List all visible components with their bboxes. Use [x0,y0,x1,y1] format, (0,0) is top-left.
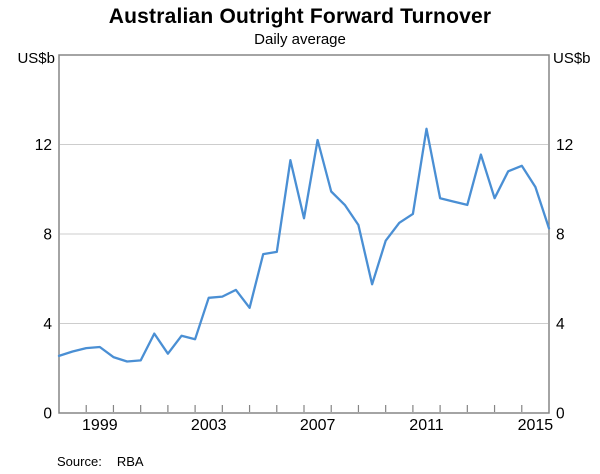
y-tick-label-left: 12 [35,137,52,154]
x-tick-label: 2003 [191,417,227,434]
x-tick-label: 2007 [300,417,336,434]
right-axis-unit-label: US$b [553,50,591,67]
y-tick-label-left: 8 [43,227,52,244]
x-tick-label: 2011 [409,417,444,434]
turnover-line [57,127,551,363]
plot-frame [58,54,550,414]
y-tick-label-right: 12 [556,137,573,154]
left-axis-unit-label: US$b [17,50,55,67]
source-note: Source: RBA [57,454,144,469]
source-value: RBA [116,454,144,469]
y-tick-label-right: 0 [556,406,565,423]
x-tick-label: 1999 [82,417,118,434]
chart-title: Australian Outright Forward Turnover [108,5,492,28]
y-tick-label-right: 8 [556,227,565,244]
x-tick-label: 2015 [518,417,554,434]
source-label: Source: [57,454,102,469]
y-tick-label-right: 4 [556,316,565,333]
y-tick-label-left: 4 [43,316,52,333]
chart-subtitle: Daily average [254,31,346,48]
y-tick-label-left: 0 [43,406,52,423]
